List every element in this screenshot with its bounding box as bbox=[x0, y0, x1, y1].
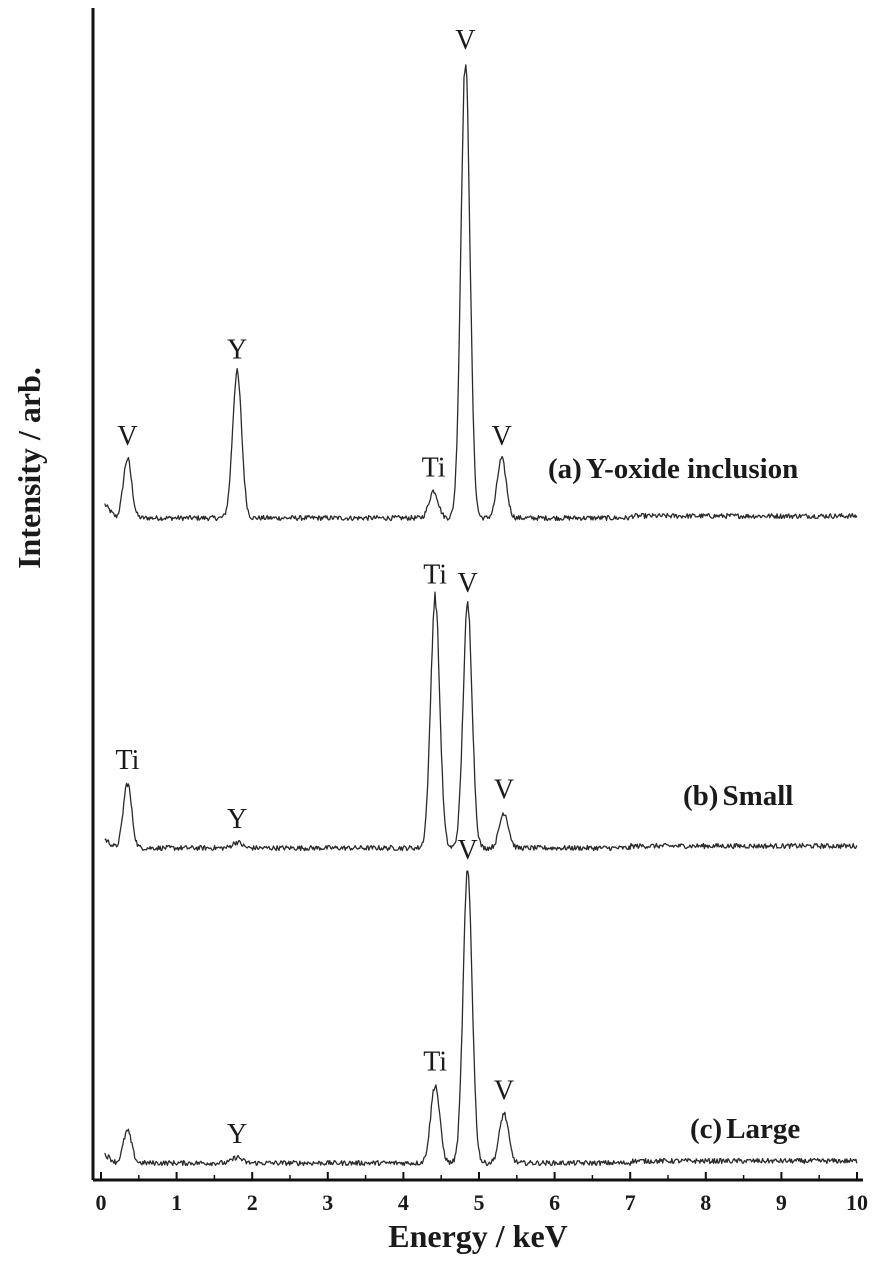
panel-label: (b) Small bbox=[683, 780, 793, 812]
peak-label: V bbox=[494, 775, 514, 806]
peak-label: Y bbox=[227, 804, 247, 835]
x-tick-label: 5 bbox=[474, 1190, 485, 1215]
spectrum-trace-b bbox=[104, 591, 858, 852]
peak-label: Ti bbox=[422, 453, 446, 484]
x-tick-label: 10 bbox=[846, 1190, 868, 1215]
peak-label: V bbox=[455, 25, 475, 56]
axes: 0 1 2 3 4 5 6 7 8 9 10 bbox=[91, 8, 868, 1215]
peak-label: V bbox=[492, 421, 512, 452]
x-tick-label: 3 bbox=[322, 1190, 333, 1215]
spectrum-trace-a bbox=[104, 64, 858, 522]
x-tick-label: 7 bbox=[625, 1190, 636, 1215]
peak-label: Ti bbox=[423, 559, 447, 590]
peak-label: Y bbox=[227, 334, 247, 365]
peak-label: Ti bbox=[116, 745, 140, 776]
x-tick-label: 2 bbox=[247, 1190, 258, 1215]
panel-label: (a) Y-oxide inclusion bbox=[548, 453, 798, 485]
peak-label: Ti bbox=[423, 1047, 447, 1078]
peak-label: V bbox=[458, 568, 478, 599]
x-tick-label: 1 bbox=[171, 1190, 182, 1215]
x-tick-label: 0 bbox=[96, 1190, 107, 1215]
x-tick-label: 6 bbox=[549, 1190, 560, 1215]
spectra-traces bbox=[104, 64, 858, 1167]
peak-label: V bbox=[458, 835, 478, 866]
x-tick-label: 8 bbox=[700, 1190, 711, 1215]
peak-label: Y bbox=[227, 1119, 247, 1150]
panel-label: (c) Large bbox=[690, 1113, 800, 1145]
x-tick-label: 4 bbox=[398, 1190, 409, 1215]
x-axis-title: Energy / keV bbox=[388, 1218, 568, 1254]
x-tick-label: 9 bbox=[776, 1190, 787, 1215]
peak-label: V bbox=[494, 1076, 514, 1107]
spectrum-trace-c bbox=[104, 870, 858, 1167]
peak-label: V bbox=[117, 421, 137, 452]
y-axis-title: Intensity / arb. bbox=[11, 367, 47, 569]
